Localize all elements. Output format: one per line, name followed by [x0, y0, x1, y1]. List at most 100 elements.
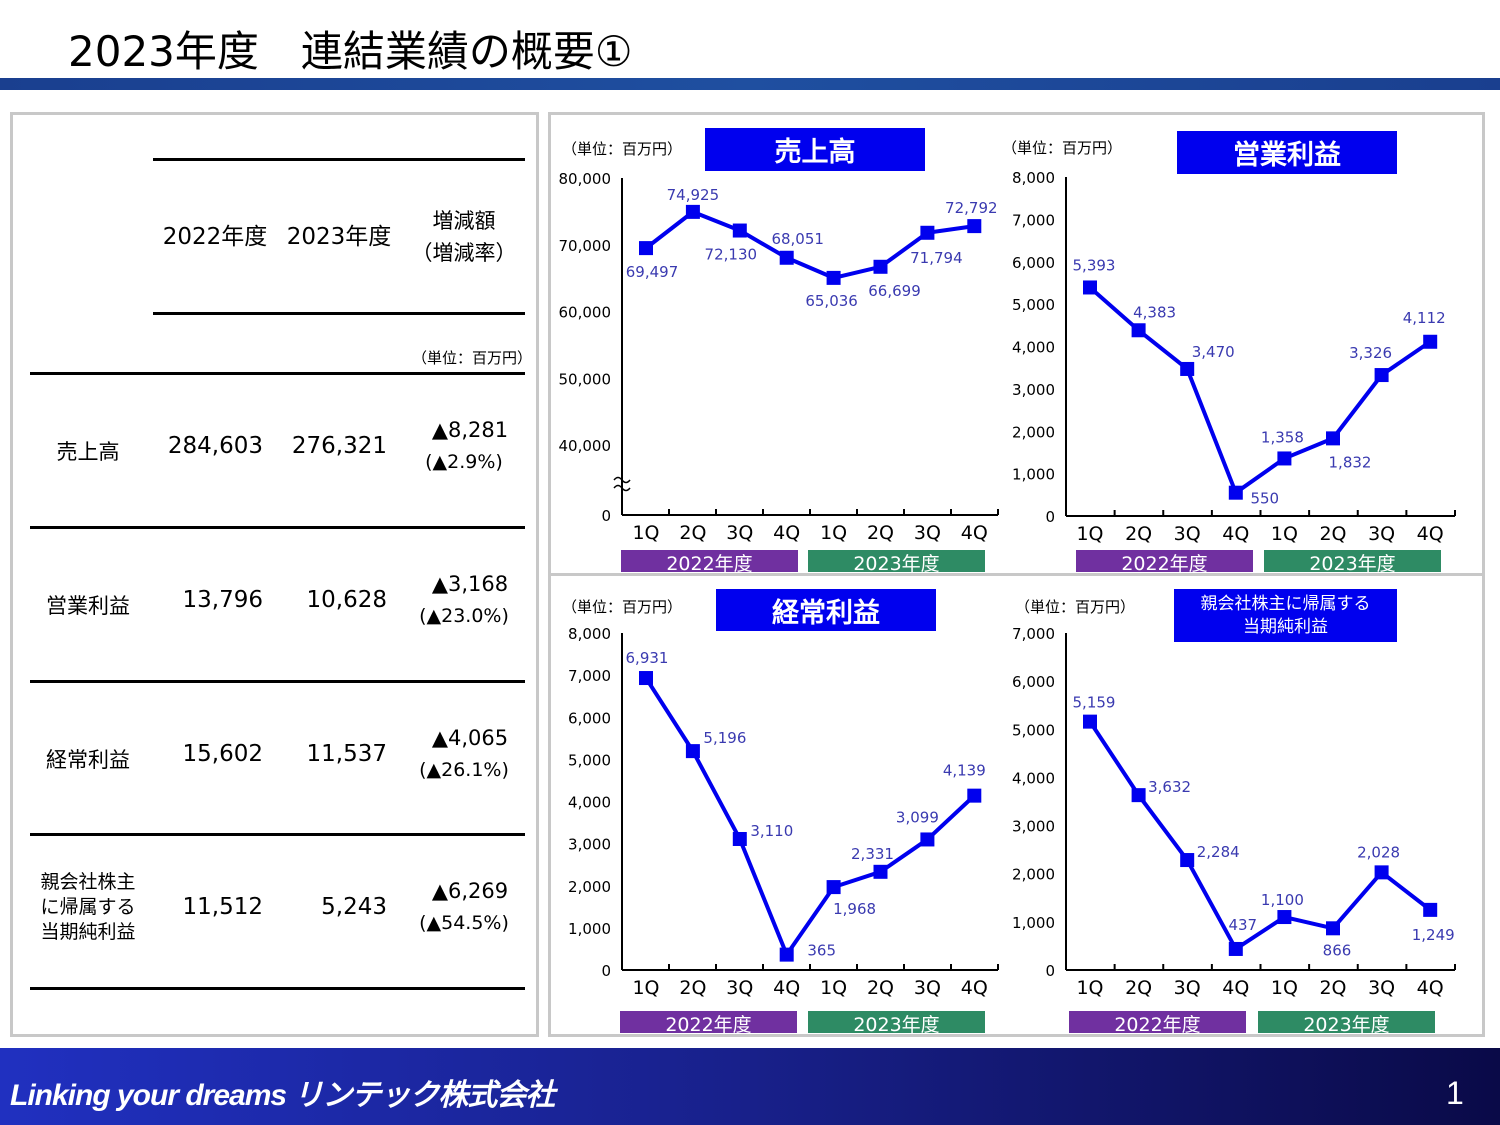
x-tick-label: 3Q: [1174, 523, 1201, 545]
fiscal-year-label: 2022年度: [665, 1014, 751, 1036]
x-tick-label: 2Q: [679, 522, 706, 544]
fiscal-year-band: [808, 550, 985, 572]
x-tick-label: 3Q: [726, 522, 753, 544]
header-2023: 2023年度: [286, 224, 392, 250]
x-tick-label: 4Q: [773, 522, 800, 544]
x-tick-label: 4Q: [1222, 977, 1249, 999]
y-tick-label: 5,000: [1012, 721, 1055, 739]
data-label: 66,699: [868, 282, 921, 300]
y-tick-label: 1,000: [1012, 914, 1055, 932]
y-tick-label: 6,000: [1012, 673, 1055, 691]
change-rate: (▲54.5%): [419, 912, 509, 934]
fiscal-year-label: 2023年度: [853, 1014, 939, 1036]
x-tick-label: 2Q: [1319, 977, 1346, 999]
data-label: 3,099: [896, 808, 939, 826]
data-label: 69,497: [626, 263, 679, 281]
chart-divider: [550, 573, 1483, 576]
data-point-marker: [685, 744, 700, 759]
fiscal-year-band: [620, 1011, 797, 1033]
data-label: 5,196: [703, 729, 746, 747]
value-2022: 13,796: [182, 587, 263, 613]
data-point-marker: [1131, 323, 1146, 338]
x-tick-label: 1Q: [820, 977, 847, 999]
data-label: 2,331: [851, 845, 894, 863]
series-line: [1088, 285, 1432, 495]
divider: [153, 158, 525, 161]
data-point-marker: [1326, 921, 1340, 936]
x-tick-label: 3Q: [726, 977, 753, 999]
data-point-marker: [732, 223, 747, 238]
change-amount: ▲3,168: [431, 572, 509, 596]
data-label: 4,139: [943, 762, 986, 780]
fiscal-year-band: [1069, 1011, 1246, 1033]
x-tick-label: 4Q: [1417, 523, 1444, 545]
data-point-marker: [1083, 714, 1097, 729]
y-tick-label: 0: [1045, 962, 1055, 980]
fiscal-year-band: [621, 550, 798, 572]
x-tick-label: 1Q: [632, 522, 659, 544]
data-point-marker: [920, 832, 935, 847]
change-amount: ▲4,065: [431, 725, 509, 750]
divider: [153, 312, 525, 315]
data-label: 550: [1250, 490, 1279, 508]
chart-title-operating-income: 営業利益: [1177, 131, 1397, 174]
x-tick-label: 3Q: [1174, 977, 1201, 999]
x-tick-label: 1Q: [632, 977, 659, 999]
data-point-marker: [779, 947, 794, 962]
value-2022: 11,512: [182, 894, 263, 920]
value-2023: 276,321: [291, 433, 387, 459]
chart-title-ordinary-income: 経常利益: [716, 589, 936, 631]
data-point-marker: [779, 250, 794, 265]
x-tick-label: 4Q: [961, 522, 988, 544]
data-label: 2,028: [1357, 843, 1400, 861]
x-tick-label: 2Q: [867, 977, 894, 999]
fiscal-year-label: 2022年度: [1121, 553, 1207, 575]
y-tick-label: 7,000: [568, 667, 611, 685]
row-divider: [30, 526, 525, 529]
data-point-marker: [873, 259, 888, 274]
chart-unit: （単位：百万円）: [562, 140, 683, 158]
x-tick-label: 1Q: [1076, 977, 1103, 999]
row-divider: [30, 833, 525, 836]
change-amount: ▲6,269: [431, 879, 509, 903]
chart-title-net-income: 親会社株主に帰属する 当期純利益: [1174, 589, 1397, 642]
data-label: 1,249: [1412, 926, 1455, 944]
data-label: 1,968: [833, 900, 876, 918]
data-point-marker: [732, 831, 747, 846]
data-label: 72,130: [705, 246, 758, 264]
row-label: 親会社株主 に帰属する 当期純利益: [40, 871, 136, 943]
row-label: 営業利益: [46, 594, 130, 618]
data-point-marker: [1131, 788, 1146, 803]
data-point-marker: [1326, 431, 1340, 446]
y-tick-label: 2,000: [1012, 866, 1055, 884]
x-tick-label: 2Q: [679, 977, 706, 999]
page-title: 2023年度 連結業績の概要①: [68, 27, 633, 76]
fiscal-year-band: [1264, 550, 1441, 572]
data-label: 68,051: [771, 230, 824, 248]
y-tick-label: 5,000: [568, 751, 611, 769]
chart-title-sales: 売上高: [705, 128, 925, 171]
footer-band: [0, 1048, 1500, 1125]
y-tick-label: 1,000: [1012, 466, 1055, 484]
y-tick-label: 0: [601, 962, 611, 980]
data-point-marker: [1277, 451, 1292, 466]
data-point-marker: [639, 671, 653, 686]
data-point-marker: [685, 204, 700, 219]
chart-unit: （単位：百万円）: [1002, 139, 1123, 157]
data-point-marker: [1423, 334, 1438, 349]
data-label: 3,110: [750, 822, 793, 840]
data-label: 1,358: [1261, 428, 1304, 446]
data-point-marker: [967, 788, 982, 803]
row-divider: [30, 372, 525, 375]
header-rate: （増減率）: [411, 241, 517, 265]
x-tick-label: 4Q: [1417, 977, 1444, 999]
y-tick-label: 3,000: [568, 836, 611, 854]
y-tick-label: 1,000: [568, 920, 611, 938]
series-line: [644, 209, 975, 280]
data-label: 866: [1323, 941, 1352, 959]
data-label: 71,794: [910, 249, 963, 267]
axis-break-icon: [613, 476, 631, 492]
value-2023: 11,537: [306, 740, 387, 767]
fiscal-year-label: 2023年度: [1303, 1014, 1389, 1036]
